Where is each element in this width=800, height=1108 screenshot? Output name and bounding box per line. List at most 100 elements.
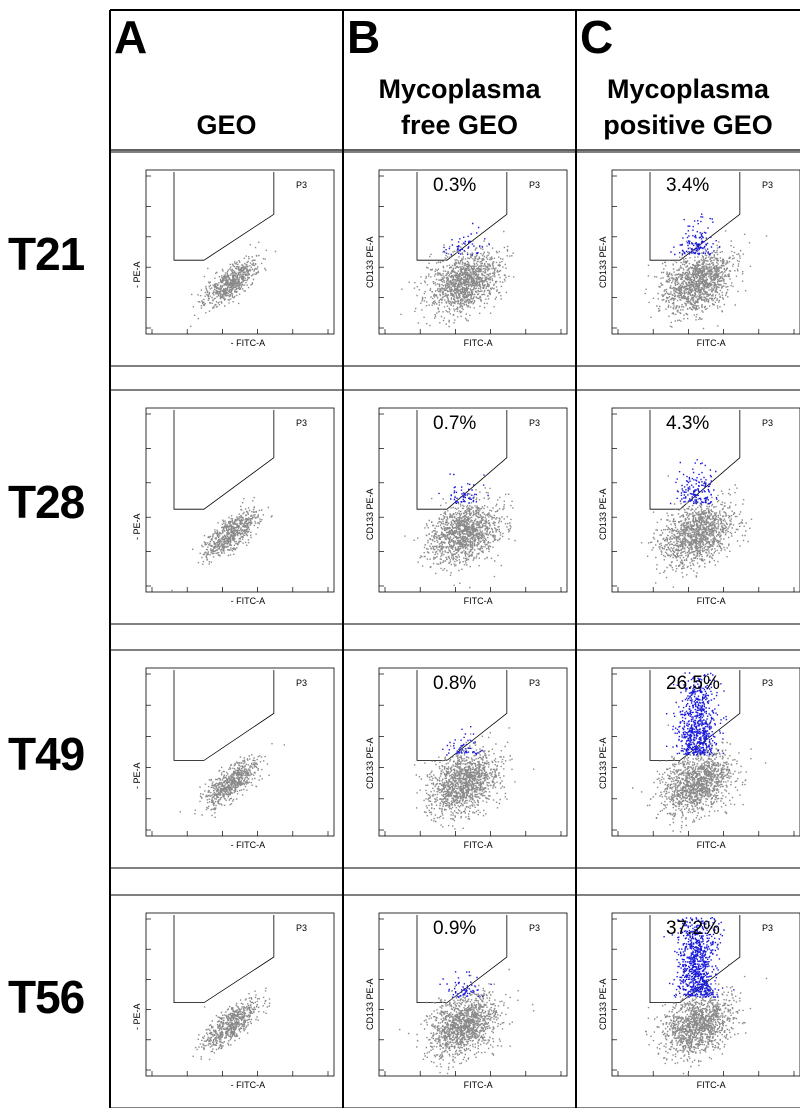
gated-events [670, 213, 721, 256]
gate-polygon [649, 670, 741, 761]
event-population [644, 221, 768, 330]
flow-plot [611, 169, 800, 335]
flow-plot [378, 667, 568, 837]
y-axis-label: - PE-A [132, 1003, 142, 1031]
gated-events [439, 971, 492, 998]
event-population [190, 241, 277, 327]
flow-plot [611, 667, 800, 837]
plot-frame [378, 912, 568, 1077]
row-label: T21 [8, 228, 85, 280]
gate-percentage: 37.2% [666, 918, 720, 939]
plot-frame [145, 169, 335, 335]
y-axis-label: CD133 PE-A [365, 236, 375, 289]
gate-label: P3 [529, 678, 541, 688]
y-axis-label: CD133 PE-A [598, 488, 608, 541]
column-title-line: Mycoplasma [606, 74, 770, 104]
column-title-line: Mycoplasma [378, 74, 541, 104]
gate-percentage: 26.5% [666, 673, 720, 694]
gated-events [438, 473, 489, 504]
gated-events [669, 459, 718, 505]
x-axis-label: - FITC-A [230, 338, 266, 348]
gate-polygon [173, 915, 275, 1004]
x-axis-label: FITC-A [463, 596, 493, 606]
y-axis-label: - PE-A [132, 513, 142, 541]
flow-plot [378, 912, 568, 1077]
x-axis-label: FITC-A [463, 840, 493, 850]
plot-frame [611, 407, 800, 593]
event-population [645, 964, 768, 1075]
x-axis-label: - FITC-A [230, 840, 266, 850]
flow-plot [145, 667, 335, 837]
flow-plot [611, 912, 800, 1077]
flow-plot [378, 407, 568, 593]
gate-polygon [173, 172, 275, 261]
gate-label: P3 [762, 923, 774, 933]
x-axis-label: FITC-A [696, 1080, 726, 1090]
gate-label: P3 [296, 180, 308, 190]
row-label: T28 [8, 476, 85, 528]
column-title-line: positive GEO [603, 110, 773, 140]
gated-events [666, 672, 728, 756]
gate-label: P3 [529, 418, 541, 428]
x-axis-label: - FITC-A [230, 1080, 266, 1090]
flow-plot [145, 407, 335, 593]
event-population [632, 724, 767, 833]
gate-polygon [649, 172, 741, 261]
x-axis-label: - FITC-A [230, 596, 266, 606]
gate-polygon [416, 410, 508, 510]
event-population [640, 475, 753, 588]
gate-polygon [649, 915, 741, 1004]
column-letter: A [114, 11, 148, 63]
gate-label: P3 [529, 180, 541, 190]
column-letter: C [580, 11, 614, 63]
event-population [171, 496, 273, 592]
gate-label: P3 [296, 923, 308, 933]
x-axis-label: FITC-A [696, 840, 726, 850]
flow-plot [378, 169, 568, 335]
gate-percentage: 0.8% [433, 673, 477, 694]
column-title-line: GEO [196, 110, 257, 140]
flow-plot [611, 407, 800, 593]
column-title-line: free GEO [400, 110, 519, 140]
gate-label: P3 [762, 418, 774, 428]
gate-percentage: 4.3% [666, 413, 710, 434]
column-letter: B [347, 11, 381, 63]
gate-polygon [173, 670, 275, 761]
event-population [404, 487, 516, 589]
plot-frame [378, 169, 568, 335]
event-population [400, 230, 515, 328]
plot-frame [145, 667, 335, 837]
plot-frame [611, 169, 800, 335]
y-axis-label: CD133 PE-A [365, 737, 375, 789]
plot-frame [145, 407, 335, 593]
gate-label: P3 [529, 923, 541, 933]
gate-percentage: 0.9% [433, 918, 477, 939]
event-population [413, 727, 535, 830]
gate-percentage: 0.7% [433, 413, 477, 434]
gated-events [443, 222, 490, 256]
y-axis-label: CD133 PE-A [598, 978, 608, 1031]
gate-polygon [416, 172, 508, 261]
plot-frame [145, 912, 335, 1077]
gate-percentage: 3.4% [666, 175, 710, 196]
flow-plot [145, 169, 335, 335]
y-axis-label: CD133 PE-A [598, 236, 608, 289]
event-population [399, 968, 535, 1075]
gate-label: P3 [296, 418, 308, 428]
row-label: T49 [8, 728, 85, 780]
gate-label: P3 [762, 180, 774, 190]
gate-percentage: 0.3% [433, 175, 477, 196]
x-axis-label: FITC-A [463, 1080, 493, 1090]
event-population [179, 743, 285, 818]
x-axis-label: FITC-A [696, 596, 726, 606]
plot-frame [378, 667, 568, 837]
x-axis-label: FITC-A [696, 338, 726, 348]
flow-plot [145, 912, 335, 1077]
row-label: T56 [8, 970, 85, 1023]
gate-label: P3 [762, 678, 774, 688]
event-population [192, 987, 271, 1061]
plot-frame [378, 407, 568, 593]
y-axis-label: CD133 PE-A [365, 488, 375, 541]
gated-events [442, 726, 483, 756]
